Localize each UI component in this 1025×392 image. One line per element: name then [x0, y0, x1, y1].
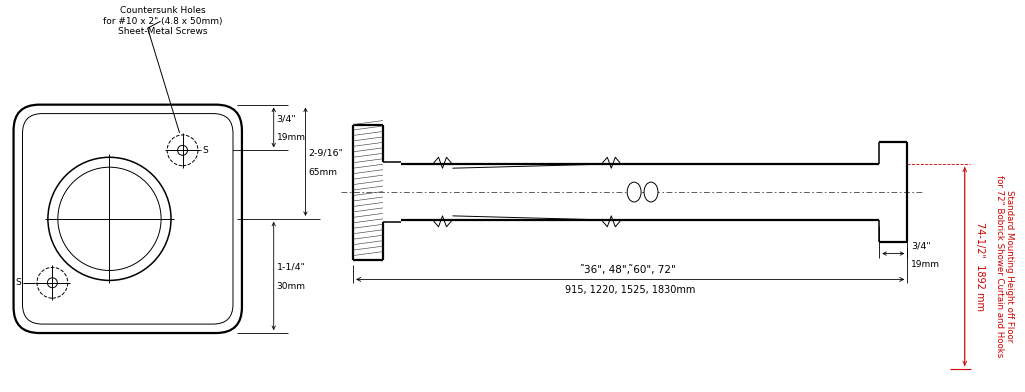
Text: S: S	[202, 146, 208, 155]
Text: 2-9/16": 2-9/16"	[309, 149, 343, 158]
FancyBboxPatch shape	[23, 114, 233, 324]
Ellipse shape	[627, 182, 641, 202]
FancyBboxPatch shape	[13, 105, 242, 333]
Circle shape	[57, 167, 161, 270]
Text: Countersunk Holes
for #10 x 2" (4.8 x 50mm)
Sheet-Metal Screws: Countersunk Holes for #10 x 2" (4.8 x 50…	[102, 6, 222, 36]
Circle shape	[167, 135, 198, 166]
Text: 19mm: 19mm	[911, 260, 940, 269]
Text: 65mm: 65mm	[309, 168, 337, 177]
Text: 74-1/2"  1892 mm: 74-1/2" 1892 mm	[975, 222, 985, 311]
Text: 19mm: 19mm	[277, 133, 305, 142]
Circle shape	[47, 278, 57, 288]
Text: ̃36", 48", ̃60", 72": ̃36", 48", ̃60", 72"	[584, 265, 677, 276]
Text: 30mm: 30mm	[277, 282, 305, 291]
Ellipse shape	[644, 182, 658, 202]
Text: 3/4": 3/4"	[277, 114, 296, 123]
Text: 1-1/4": 1-1/4"	[277, 263, 305, 272]
Text: S: S	[15, 278, 22, 287]
Text: Standard Mounting Height off Floor
for 72" Bobrick Shower Curtain and Hooks: Standard Mounting Height off Floor for 7…	[994, 175, 1014, 358]
Circle shape	[48, 157, 171, 280]
Circle shape	[37, 267, 68, 298]
Text: 3/4": 3/4"	[911, 241, 931, 250]
Text: 915, 1220, 1525, 1830mm: 915, 1220, 1525, 1830mm	[565, 285, 695, 295]
Circle shape	[177, 145, 188, 155]
